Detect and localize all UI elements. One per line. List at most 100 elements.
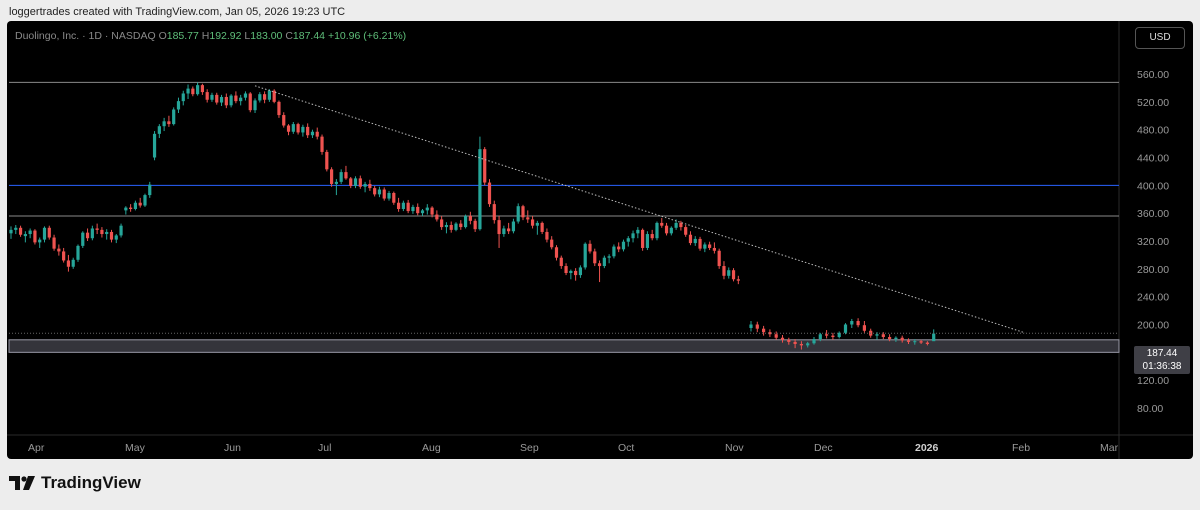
- candle-body: [172, 109, 176, 125]
- candle-body: [626, 238, 630, 242]
- candle-body: [540, 222, 544, 232]
- candlestick-chart[interactable]: 560.00 520.00 480.00 440.00 400.00 360.00 320.…: [7, 21, 1193, 459]
- candle-body: [363, 183, 367, 187]
- candle-body: [530, 219, 535, 226]
- candle-body: [502, 228, 506, 235]
- tradingview-brand[interactable]: TradingView: [9, 473, 141, 493]
- candle-body: [9, 229, 13, 234]
- x-tick-label: Jun: [224, 442, 241, 454]
- candle-body: [487, 182, 492, 205]
- candle-body: [234, 95, 238, 102]
- candle-body: [224, 96, 228, 106]
- candle-body: [373, 188, 377, 195]
- candle-body: [906, 340, 911, 342]
- candle-body: [831, 335, 835, 338]
- candle-body: [507, 228, 511, 232]
- trendline: [254, 85, 1026, 334]
- y-tick-label: 560.00: [1137, 69, 1169, 81]
- candle-body: [133, 202, 138, 209]
- candle-body: [334, 181, 338, 184]
- candle-body: [47, 227, 51, 238]
- candle-body: [674, 222, 678, 228]
- last-price-value: 187.44: [1146, 348, 1178, 359]
- candle-body: [516, 206, 520, 222]
- candle-body: [712, 247, 716, 251]
- y-tick-label: 200.00: [1137, 320, 1169, 332]
- candle-body: [554, 247, 559, 258]
- x-tick-label: 2026: [915, 442, 939, 454]
- tradingview-logo-icon: [9, 476, 35, 490]
- candle-body: [679, 222, 683, 228]
- candle-body: [774, 334, 778, 338]
- x-tick-label: Dec: [814, 442, 833, 454]
- chart-caption: loggertrades created with TradingView.co…: [9, 6, 346, 18]
- symbol-label: Duolingo, Inc. · 1D · NASDAQ: [15, 30, 156, 42]
- candle-body: [881, 334, 885, 338]
- candle-body: [483, 149, 487, 183]
- candle-body: [306, 126, 310, 136]
- candle-body: [329, 169, 334, 184]
- low-label: L: [244, 30, 251, 42]
- candle-body: [95, 228, 99, 230]
- candle-body: [109, 231, 114, 240]
- candle-body: [28, 230, 32, 235]
- currency-button[interactable]: USD: [1135, 27, 1185, 49]
- candle-body: [14, 227, 18, 230]
- candle-body: [900, 337, 904, 341]
- candle-body: [768, 332, 772, 335]
- candle-body: [913, 341, 917, 343]
- brand-name: TradingView: [41, 473, 141, 492]
- candle-body: [18, 227, 23, 235]
- candle-body: [856, 321, 860, 326]
- candle-body: [114, 235, 118, 240]
- candle-body: [597, 263, 602, 267]
- low-value: 183.00: [250, 30, 283, 42]
- candle-body: [210, 94, 214, 100]
- candle-body: [588, 243, 592, 252]
- candle-body: [818, 334, 822, 340]
- open-label: O: [158, 30, 167, 42]
- candle-body: [71, 259, 75, 267]
- candle-body: [435, 214, 439, 220]
- candle-body: [406, 202, 410, 212]
- candle-body: [825, 334, 829, 336]
- candle-body: [52, 237, 56, 249]
- x-tick-label: Mar: [1100, 442, 1119, 454]
- chart-panel[interactable]: 560.00 520.00 480.00 440.00 400.00 360.00 320.…: [7, 21, 1193, 459]
- candle-body: [296, 124, 300, 133]
- y-tick-label: 280.00: [1137, 264, 1169, 276]
- candle-body: [736, 279, 740, 281]
- candle-body: [631, 233, 635, 239]
- candle-body: [727, 270, 731, 276]
- candle-body: [186, 88, 190, 94]
- candle-body: [564, 266, 568, 274]
- ohlc-legend: Duolingo, Inc. · 1D · NASDAQ O185.77 H19…: [15, 30, 406, 42]
- candle-body: [463, 215, 468, 228]
- candle-body: [850, 321, 854, 325]
- candle-body: [420, 210, 425, 214]
- candle-body: [62, 251, 66, 261]
- candle-body: [688, 234, 693, 244]
- candle-body: [925, 342, 929, 344]
- x-tick-label: Jul: [318, 442, 331, 454]
- candle-body: [162, 121, 166, 127]
- candle-body: [650, 234, 654, 239]
- candle-body: [425, 207, 429, 211]
- candle-body: [33, 230, 37, 243]
- candle-body: [416, 206, 420, 214]
- candle-body: [559, 257, 563, 267]
- candle-body: [200, 85, 204, 93]
- candle-body: [310, 131, 315, 136]
- candle-body: [731, 270, 736, 280]
- candle-body: [793, 341, 797, 344]
- candle-body: [157, 126, 161, 134]
- candle-body: [888, 337, 892, 340]
- high-value: 192.92: [209, 30, 242, 42]
- candle-body: [205, 92, 209, 100]
- candle-body: [612, 246, 616, 257]
- candle-body: [655, 222, 659, 239]
- candle-body: [38, 239, 42, 243]
- candle-body: [440, 219, 444, 228]
- candle-body: [621, 241, 626, 250]
- candle-body: [167, 121, 171, 125]
